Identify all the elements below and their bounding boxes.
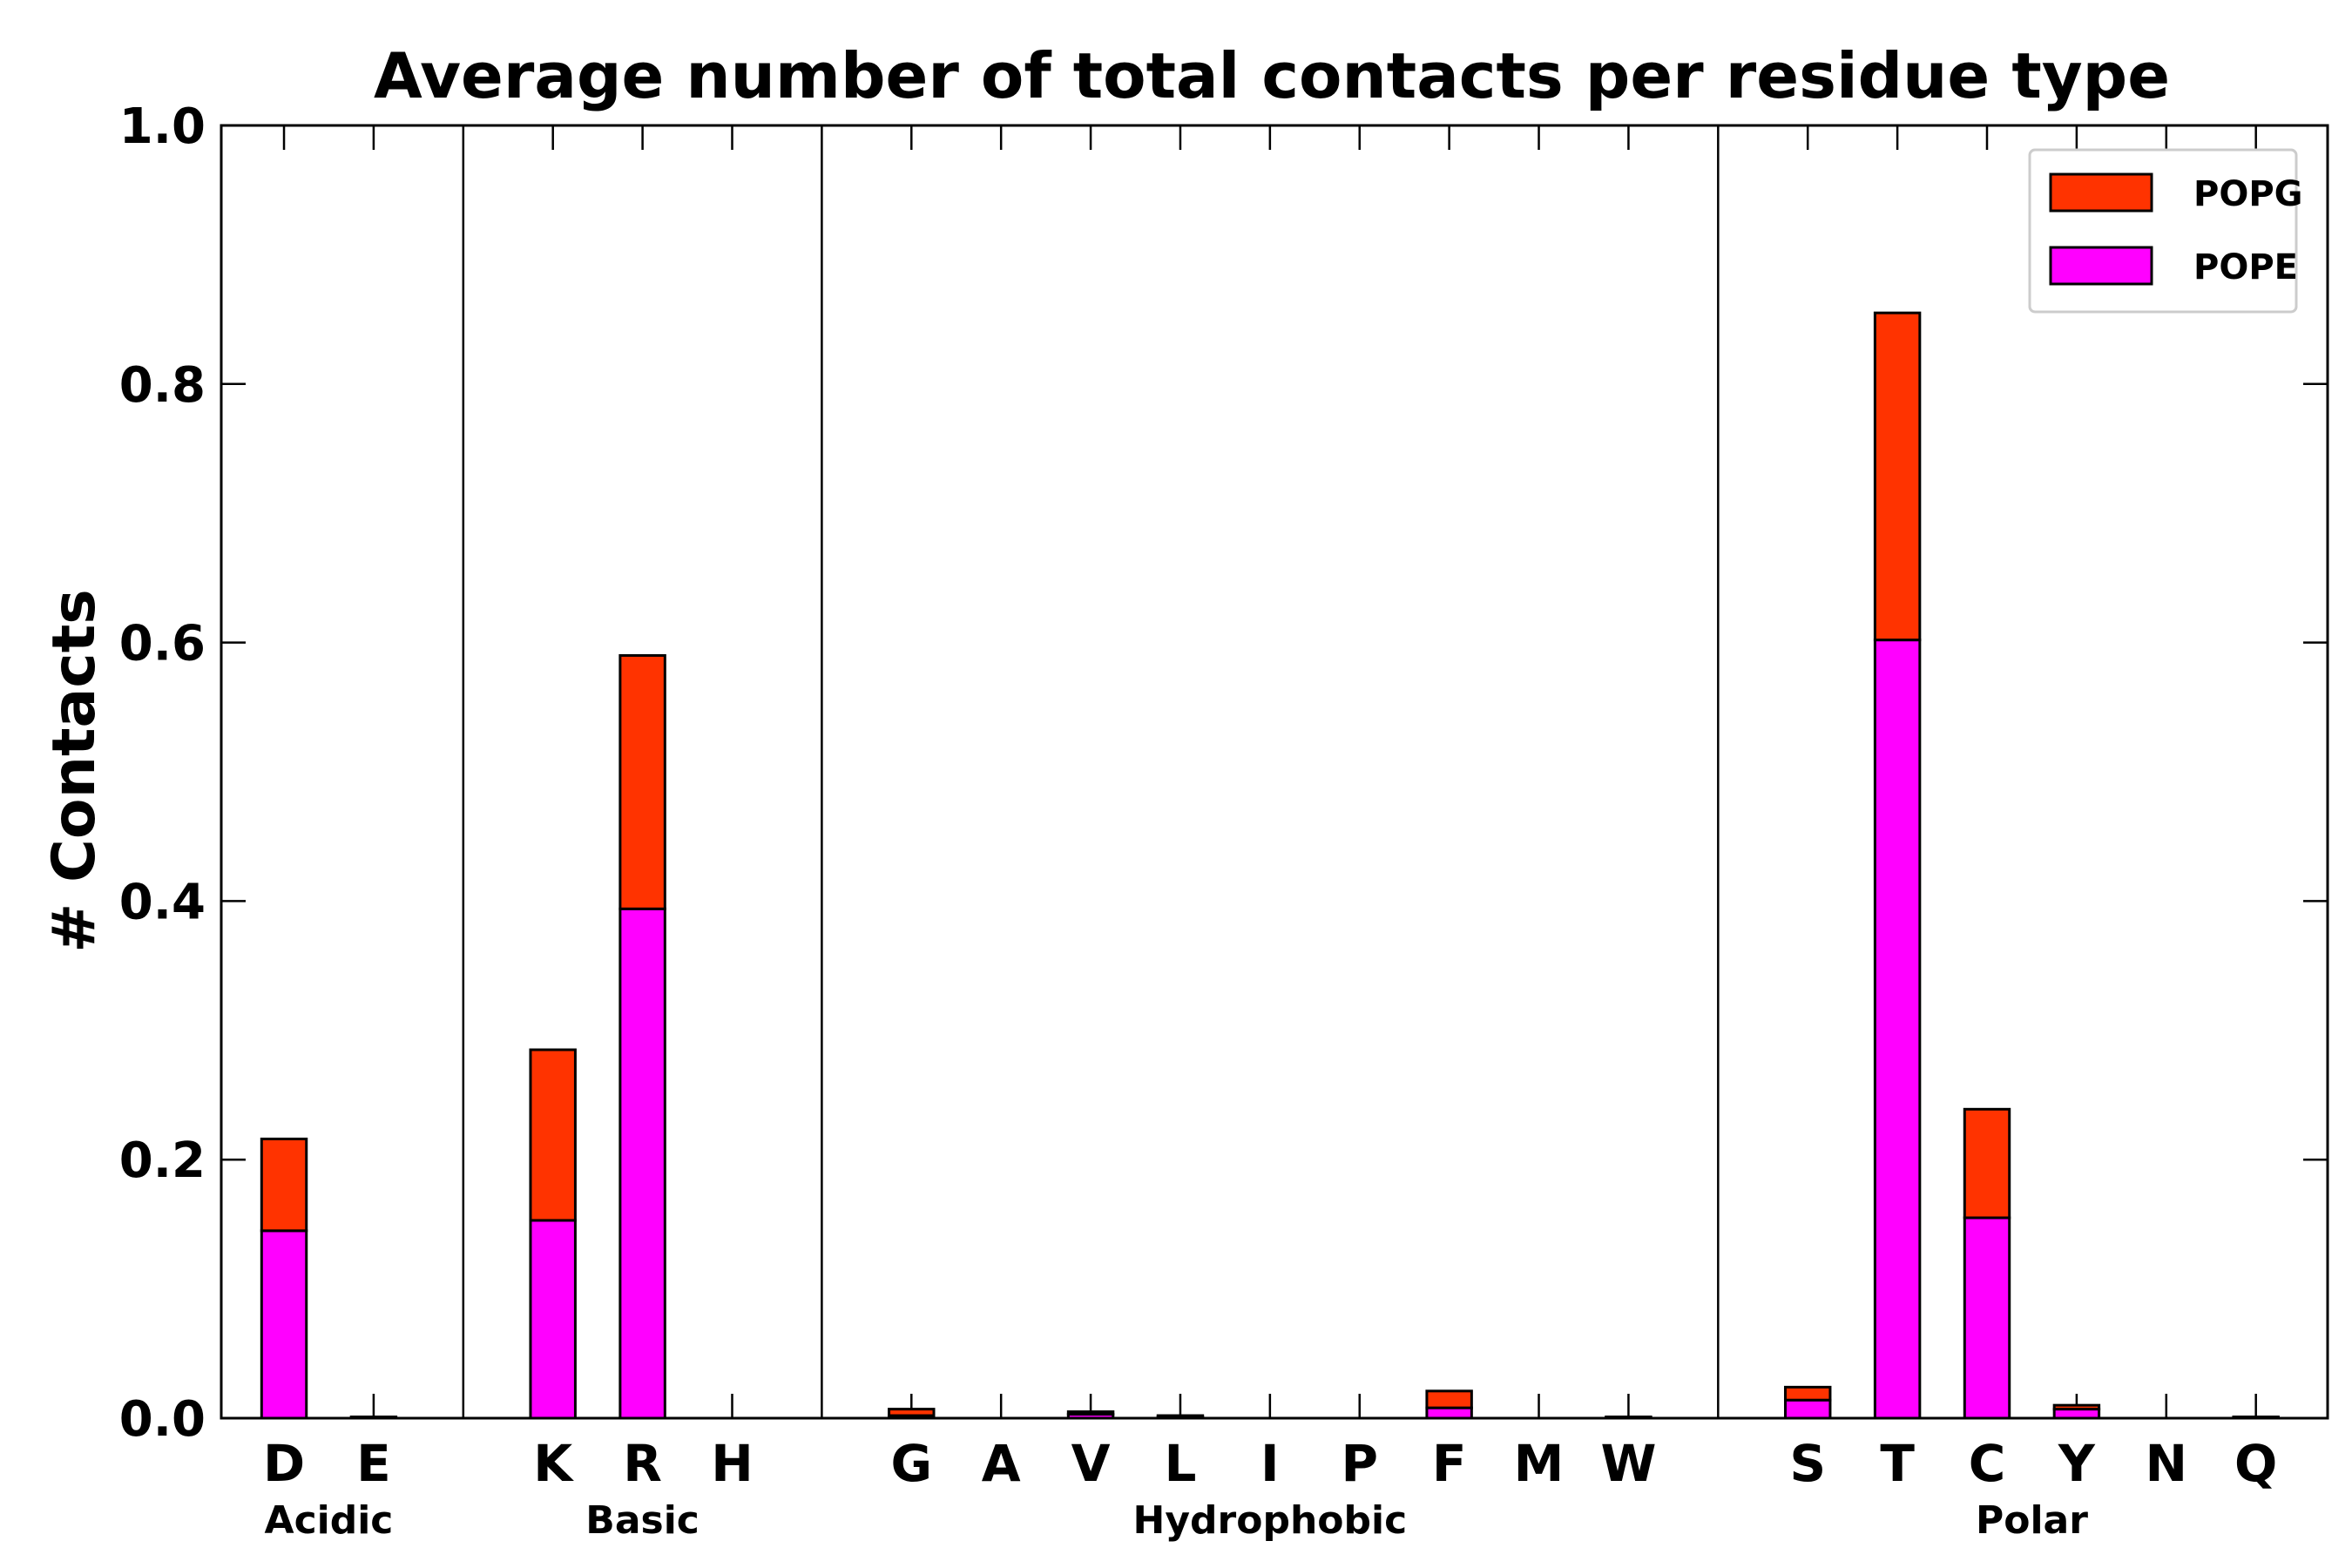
group-label-basic: Basic [585, 1498, 700, 1543]
x-tick-label: R [623, 1434, 662, 1493]
plot-area: 0.0 0.2 0.4 0.6 0.8 1.0 D E K R H G A V L I P F M W S T C Y N Q Ac… [119, 98, 2329, 1543]
x-tick-label: V [1071, 1434, 1111, 1493]
bar-popg-V [1066, 1410, 1115, 1416]
y-axis-label: # Contacts [40, 589, 109, 952]
chart-title: Average number of total contacts per res… [374, 39, 2170, 112]
bar-popg-G [888, 1408, 936, 1417]
x-tick-label: M [1514, 1434, 1565, 1493]
x-tick-label: I [1260, 1434, 1280, 1493]
bar-pope-Y [2052, 1408, 2101, 1420]
x-tick-label: A [982, 1434, 1021, 1493]
bar-popg-R [618, 653, 666, 910]
y-tick-label: 0.0 [119, 1391, 206, 1448]
x-tick-label: F [1432, 1434, 1467, 1493]
group-label-hydrophobic: Hydrophobic [1133, 1498, 1408, 1543]
group-label-polar: Polar [1976, 1498, 2088, 1543]
bar-pope-T [1873, 639, 1922, 1420]
y-tick-label: 0.6 [119, 616, 206, 672]
x-tick-label: L [1164, 1434, 1196, 1493]
x-tick-label: W [1600, 1434, 1656, 1493]
group-label-acidic: Acidic [265, 1498, 394, 1543]
bar-popg-Q [2232, 1416, 2280, 1420]
bar-popg-C [1963, 1107, 2011, 1220]
x-tick-label: Y [2058, 1434, 2096, 1493]
bar-pope-C [1963, 1216, 2011, 1420]
bar-pope-F [1425, 1406, 1473, 1420]
bar-pope-K [529, 1219, 577, 1420]
legend: POPG POPE [2028, 148, 2302, 314]
bar-popg-Y [2052, 1403, 2101, 1411]
x-tick-label: D [263, 1434, 305, 1493]
legend-swatch-pope [2049, 246, 2153, 286]
y-tick-label: 0.4 [119, 874, 206, 930]
bar-popg-D [260, 1137, 308, 1233]
y-tick-label: 0.2 [119, 1132, 206, 1189]
y-tick-label: 0.8 [119, 357, 206, 414]
legend-label-pope: POPE [2193, 247, 2298, 287]
bar-popg-K [529, 1048, 577, 1222]
bar-pope-R [618, 907, 666, 1420]
x-tick-label: K [533, 1434, 574, 1493]
x-tick-label: P [1341, 1434, 1378, 1493]
x-tick-label: T [1880, 1434, 1915, 1493]
x-tick-label: H [711, 1434, 754, 1493]
x-tick-label: E [356, 1434, 391, 1493]
legend-swatch-popg [2049, 172, 2153, 213]
x-tick-label: G [890, 1434, 932, 1493]
bar-popg-T [1873, 311, 1922, 642]
legend-label-popg: POPG [2193, 174, 2302, 214]
x-tick-label: C [1969, 1434, 2006, 1493]
bar-popg-F [1425, 1389, 1473, 1409]
bar-popg-E [349, 1416, 398, 1420]
y-tick-label: 1.0 [119, 98, 206, 155]
x-tick-label: Q [2234, 1434, 2277, 1493]
bar-pope-D [260, 1229, 308, 1420]
bar-popg-W [1605, 1416, 1652, 1420]
bar-pope-S [1783, 1398, 1832, 1420]
bar-popg-S [1783, 1385, 1832, 1402]
x-tick-label: S [1789, 1434, 1826, 1493]
x-tick-label: N [2146, 1434, 2188, 1493]
